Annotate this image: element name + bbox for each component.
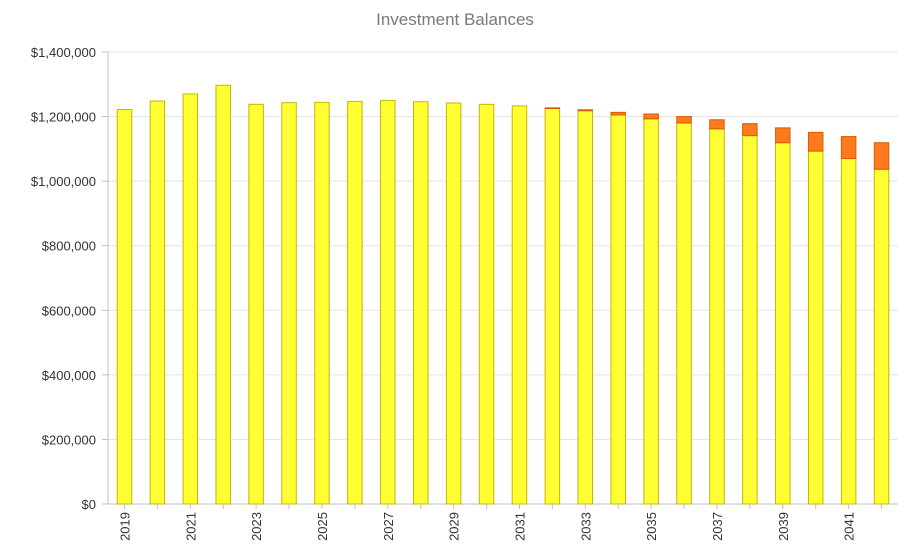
- bar-main-2020: [149, 100, 166, 505]
- bar-main-2042: [873, 168, 890, 505]
- y-tick-label: $1,400,000: [31, 45, 96, 60]
- bar-main-2032: [544, 108, 561, 505]
- bar-main-2038: [742, 135, 758, 505]
- x-tick-label: 2033: [578, 512, 593, 541]
- bar-main-2024: [281, 102, 297, 505]
- bar-secondary-2041: [840, 136, 857, 160]
- y-tick-label: $0: [82, 497, 96, 512]
- bar-main-2029: [445, 102, 462, 505]
- bar-main-2031: [511, 105, 528, 505]
- bar-main-2041: [840, 158, 857, 505]
- bar-main-2028: [412, 101, 429, 505]
- y-tick-label: $200,000: [42, 432, 96, 447]
- bar-main-2026: [347, 100, 363, 505]
- x-tick-label: 2019: [117, 512, 132, 541]
- bar-secondary-2032: [544, 107, 561, 110]
- chart-title: Investment Balances: [376, 10, 534, 29]
- x-tick-label: 2027: [381, 512, 396, 541]
- x-tick-label: 2035: [644, 512, 659, 541]
- y-tick-label: $1,000,000: [31, 174, 96, 189]
- bar-secondary-2035: [643, 113, 659, 120]
- x-tick-label: 2025: [315, 512, 330, 541]
- bar-secondary-2036: [676, 116, 692, 124]
- x-tick-label: 2039: [776, 512, 791, 541]
- x-tick-label: 2031: [512, 512, 527, 541]
- bar-main-2033: [577, 110, 594, 505]
- bar-main-2040: [807, 150, 824, 505]
- bar-secondary-2042: [873, 142, 890, 170]
- x-tick-label: 2021: [183, 512, 198, 541]
- bar-main-2036: [676, 122, 692, 505]
- x-tick-label: 2041: [842, 512, 857, 541]
- y-tick-label: $800,000: [42, 239, 96, 254]
- y-tick-label: $400,000: [42, 368, 96, 383]
- x-tick-label: 2029: [447, 512, 462, 541]
- x-tick-label: 2023: [249, 512, 264, 541]
- bar-main-2030: [478, 103, 495, 505]
- bar-secondary-2040: [807, 131, 824, 152]
- bar-main-2037: [709, 128, 725, 505]
- bar-secondary-2037: [709, 119, 725, 130]
- bar-main-2035: [643, 118, 659, 505]
- bar-main-2025: [314, 101, 330, 505]
- bar-main-2021: [182, 93, 199, 505]
- bar-main-2027: [380, 99, 396, 505]
- y-tick-label: $1,200,000: [31, 110, 96, 125]
- bar-main-2019: [116, 108, 133, 505]
- bar-main-2034: [610, 114, 626, 505]
- x-tick-label: 2037: [710, 512, 725, 541]
- bar-main-2022: [215, 84, 231, 505]
- bar-secondary-2034: [610, 111, 626, 116]
- bar-secondary-2039: [775, 127, 791, 144]
- bar-main-2039: [775, 142, 791, 505]
- y-tick-label: $600,000: [42, 303, 96, 318]
- bar-secondary-2038: [742, 123, 758, 137]
- bar-main-2023: [248, 103, 264, 505]
- bar-secondary-2033: [577, 109, 594, 112]
